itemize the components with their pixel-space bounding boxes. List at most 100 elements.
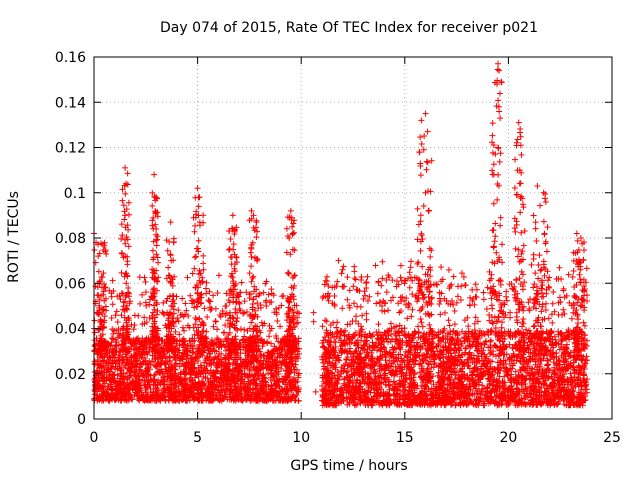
data-point <box>335 257 342 264</box>
data-point <box>255 292 262 299</box>
data-point <box>136 274 143 281</box>
data-point <box>91 317 98 324</box>
data-point <box>565 326 572 333</box>
data-point <box>549 300 556 307</box>
data-point <box>223 290 230 297</box>
data-point <box>484 284 491 291</box>
data-point <box>333 324 340 331</box>
data-point <box>409 291 416 298</box>
data-point <box>187 292 194 299</box>
data-point <box>203 285 210 292</box>
data-point <box>259 361 266 368</box>
data-point <box>115 342 122 349</box>
data-point <box>114 318 121 325</box>
data-point <box>441 309 448 316</box>
data-point <box>487 350 494 357</box>
data-point <box>201 365 208 372</box>
data-point <box>555 311 562 318</box>
data-point <box>556 264 563 271</box>
data-point <box>142 289 149 296</box>
data-point <box>339 305 346 312</box>
data-point <box>450 273 457 280</box>
data-point <box>487 337 494 344</box>
data-point <box>212 318 219 325</box>
data-point <box>583 265 590 272</box>
chart-title: Day 074 of 2015, Rate Of TEC Index for r… <box>160 20 538 36</box>
data-point <box>346 304 353 311</box>
data-point <box>253 293 260 300</box>
data-point <box>374 290 381 297</box>
data-point <box>351 268 358 275</box>
data-point <box>223 303 230 310</box>
data-point <box>264 364 271 371</box>
data-point <box>556 294 563 301</box>
data-point <box>260 289 267 296</box>
data-point <box>397 274 404 281</box>
data-point <box>109 277 116 284</box>
data-point <box>375 321 382 328</box>
data-point <box>262 299 269 306</box>
data-point <box>215 272 222 279</box>
data-point <box>161 393 168 400</box>
data-point <box>472 281 479 288</box>
data-point <box>350 283 357 290</box>
data-point <box>141 274 148 281</box>
data-point <box>406 284 413 291</box>
data-point <box>352 276 359 283</box>
data-point <box>451 307 458 314</box>
data-point <box>266 333 273 340</box>
data-point <box>142 278 149 285</box>
data-point <box>226 359 233 366</box>
data-point <box>446 322 453 329</box>
data-point <box>338 270 345 277</box>
data-point <box>458 283 465 290</box>
data-point <box>243 309 250 316</box>
data-point <box>560 306 567 313</box>
data-point <box>213 395 220 402</box>
data-point <box>189 270 196 277</box>
data-point <box>488 295 495 302</box>
data-point <box>203 279 210 286</box>
data-point <box>204 314 211 321</box>
data-point <box>107 365 114 372</box>
data-point <box>397 294 404 301</box>
data-point <box>373 300 380 307</box>
data-point <box>176 331 183 338</box>
data-point <box>407 264 414 271</box>
data-point <box>487 338 494 345</box>
data-point <box>121 298 128 305</box>
data-point <box>583 353 590 360</box>
data-point <box>113 308 120 315</box>
data-point <box>241 326 248 333</box>
data-point <box>339 266 346 273</box>
data-point <box>109 301 116 308</box>
data-point <box>437 311 444 318</box>
data-point <box>480 296 487 303</box>
data-point <box>319 323 326 330</box>
data-point <box>268 299 275 306</box>
data-point <box>438 264 445 271</box>
grid-lines <box>94 57 612 419</box>
data-point <box>161 384 168 391</box>
data-point <box>172 366 179 373</box>
data-point <box>214 326 221 333</box>
data-point <box>358 274 365 281</box>
data-point <box>295 372 302 379</box>
data-point <box>210 292 217 299</box>
data-point <box>184 274 191 281</box>
data-point <box>241 298 248 305</box>
data-points <box>91 60 591 409</box>
data-point <box>323 273 330 280</box>
data-point <box>480 289 487 296</box>
data-point <box>230 315 237 322</box>
data-point <box>237 326 244 333</box>
data-point <box>108 293 115 300</box>
data-point <box>222 355 229 362</box>
data-point <box>118 290 125 297</box>
data-point <box>119 353 126 360</box>
data-point <box>294 314 301 321</box>
data-point <box>222 322 229 329</box>
data-point <box>185 313 192 320</box>
data-point <box>387 320 394 327</box>
data-point <box>141 314 148 321</box>
